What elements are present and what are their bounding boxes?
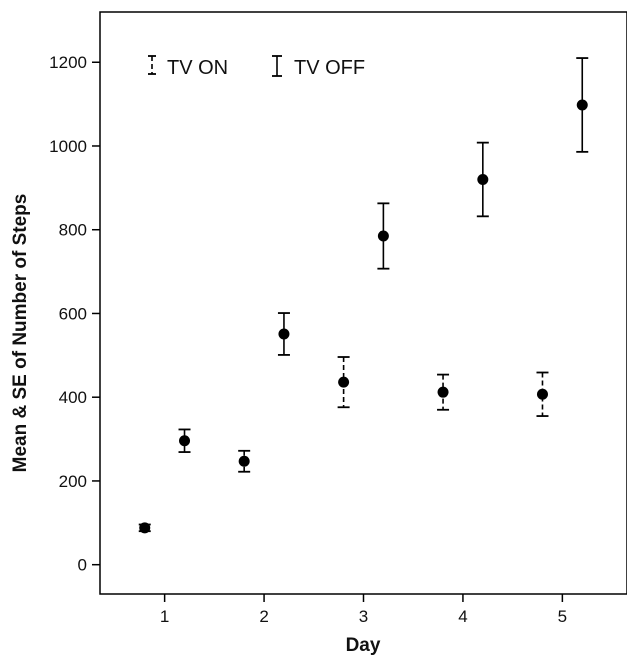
x-tick-label: 1 xyxy=(160,607,169,626)
y-axis: 0 200 400 600 800 1000 1200 xyxy=(49,53,100,575)
data-marker xyxy=(278,328,290,340)
data-point xyxy=(337,356,350,409)
data-point xyxy=(178,428,191,453)
x-tick-label: 5 xyxy=(558,607,567,626)
x-axis: 1 2 3 4 5 xyxy=(160,594,567,626)
data-marker xyxy=(338,376,350,388)
legend-label-tv-off: TV OFF xyxy=(294,57,365,79)
data-marker xyxy=(179,435,191,447)
legend-item-tv-off: TV OFF xyxy=(272,55,365,79)
legend-symbol-tv-on xyxy=(148,55,156,75)
y-tick-label: 800 xyxy=(59,221,87,240)
series-tv-on xyxy=(138,356,549,534)
y-tick-label: 600 xyxy=(59,304,87,323)
legend: TV ON TV OFF xyxy=(148,55,365,79)
y-tick-label: 1200 xyxy=(49,53,87,72)
data-marker xyxy=(477,173,489,185)
legend-label-tv-on: TV ON xyxy=(167,57,228,79)
error-bar xyxy=(536,371,549,417)
data-marker xyxy=(437,386,449,398)
y-tick-label: 0 xyxy=(78,556,87,575)
y-axis-title: Mean & SE of Number of Steps xyxy=(10,194,31,473)
data-point xyxy=(536,371,549,417)
data-marker xyxy=(238,455,250,467)
legend-symbol-tv-off xyxy=(272,55,282,77)
x-tick-label: 3 xyxy=(359,607,368,626)
data-point xyxy=(476,141,489,218)
series-layer xyxy=(138,57,589,534)
legend-item-tv-on: TV ON xyxy=(148,55,228,79)
data-point xyxy=(238,449,251,473)
x-tick-label: 4 xyxy=(458,607,467,626)
y-tick-label: 200 xyxy=(59,472,87,491)
plot-frame xyxy=(99,11,627,595)
data-point xyxy=(138,522,151,534)
error-bar xyxy=(148,55,156,75)
data-point xyxy=(437,373,450,411)
x-axis-title: Day xyxy=(346,635,381,656)
error-bar xyxy=(272,55,282,77)
data-marker xyxy=(377,230,389,242)
data-point xyxy=(377,202,390,270)
data-point xyxy=(576,57,589,153)
y-tick-label: 1000 xyxy=(49,137,87,156)
x-tick-label: 2 xyxy=(259,607,268,626)
data-marker xyxy=(139,522,151,534)
series-tv-off xyxy=(178,57,589,453)
data-marker xyxy=(576,99,588,111)
data-marker xyxy=(536,388,548,400)
y-tick-label: 400 xyxy=(59,388,87,407)
data-point xyxy=(277,312,290,356)
